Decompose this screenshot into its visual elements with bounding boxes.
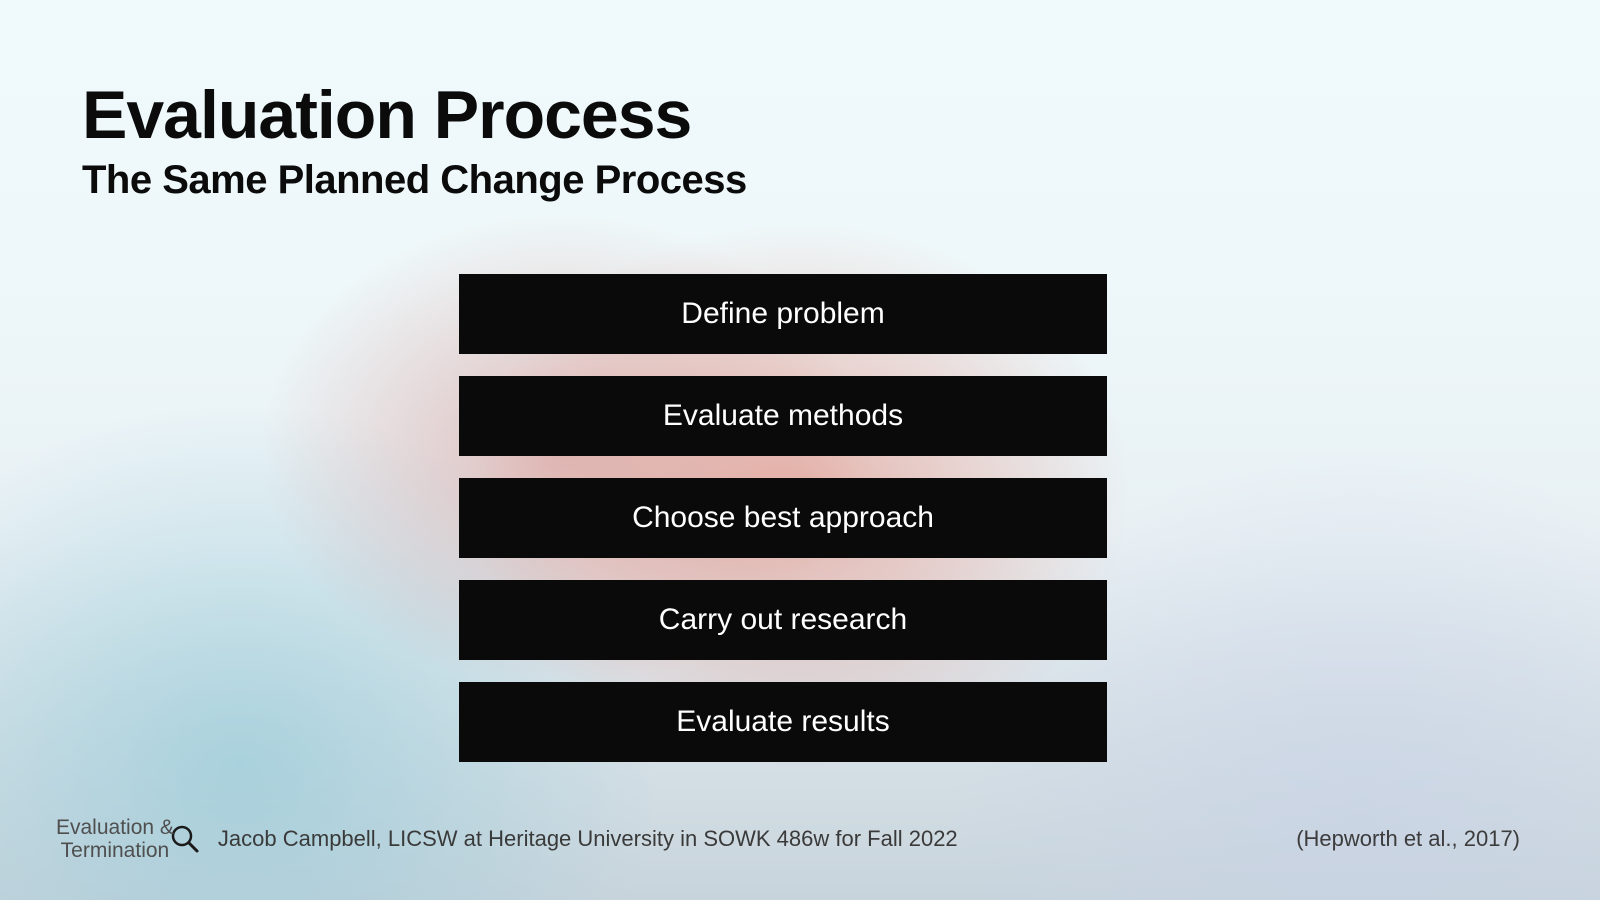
step-item: Define problem (459, 274, 1107, 354)
footer-label-line1: Evaluation & (56, 816, 174, 839)
slide-footer: Evaluation & Termination Jacob Campbell,… (0, 816, 1600, 862)
footer-left: Evaluation & Termination (56, 816, 200, 862)
slide-title: Evaluation Process (82, 76, 691, 154)
steps-list: Define problem Evaluate methods Choose b… (459, 274, 1107, 762)
step-item: Choose best approach (459, 478, 1107, 558)
footer-section-label: Evaluation & Termination (56, 816, 174, 862)
magnifying-glass-icon (170, 824, 200, 859)
step-item: Evaluate results (459, 682, 1107, 762)
footer-citation: (Hepworth et al., 2017) (1296, 826, 1520, 852)
footer-label-line2: Termination (61, 839, 170, 862)
step-item: Carry out research (459, 580, 1107, 660)
slide-subtitle: The Same Planned Change Process (82, 158, 747, 203)
footer-presenter: Jacob Campbell, LICSW at Heritage Univer… (218, 826, 1296, 852)
step-item: Evaluate methods (459, 376, 1107, 456)
